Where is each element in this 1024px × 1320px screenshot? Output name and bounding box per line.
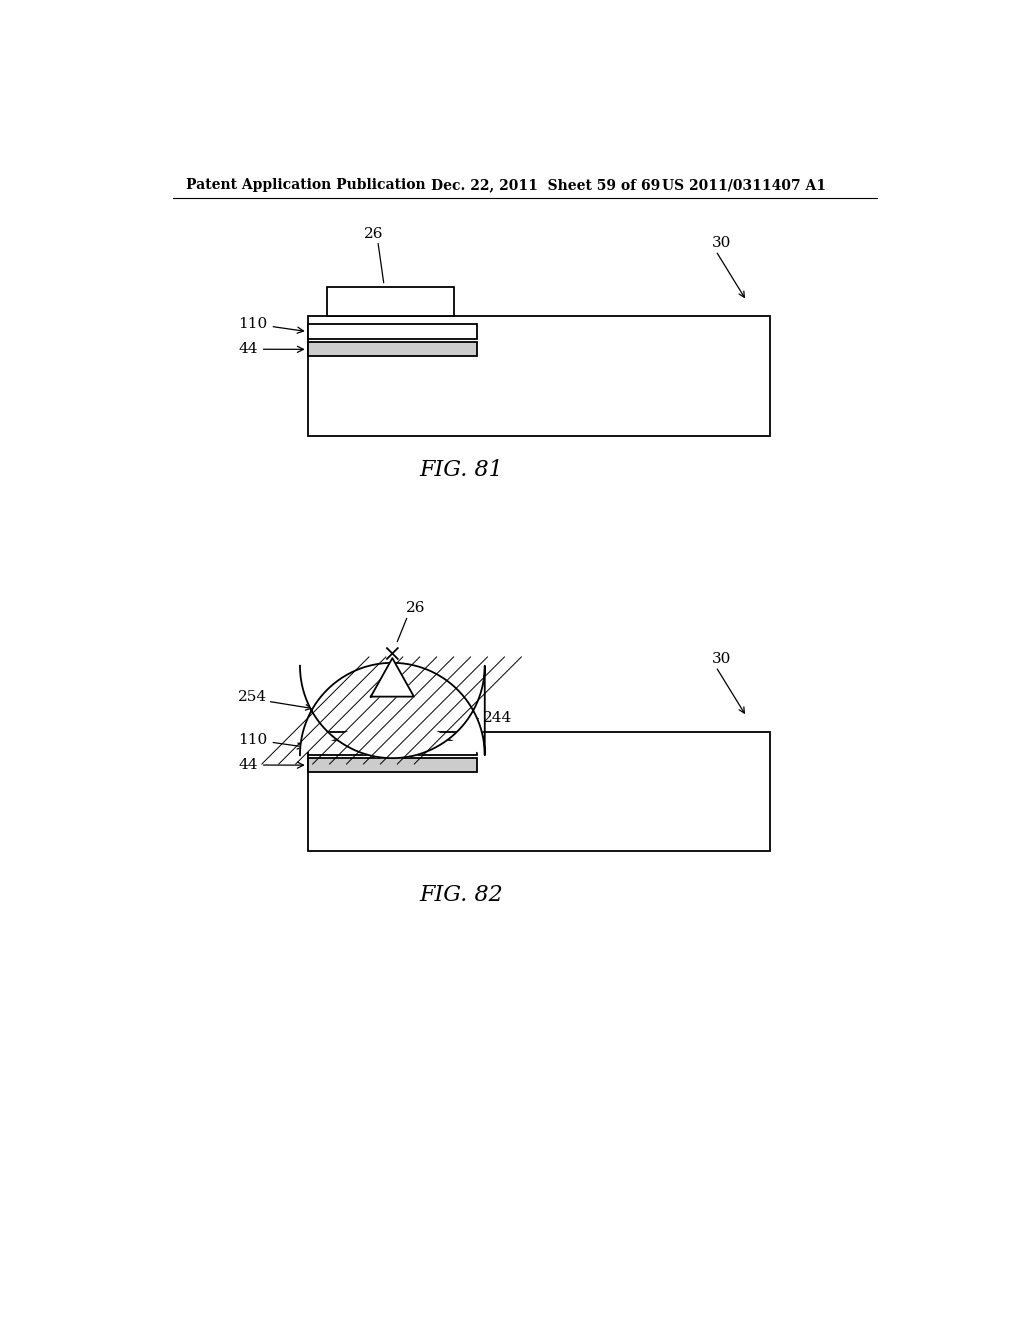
Text: 110: 110 [239, 733, 303, 748]
Text: 110: 110 [239, 317, 303, 333]
Bar [307, 317, 770, 436]
Text: 44: 44 [239, 758, 303, 772]
Bar [307, 758, 477, 772]
Polygon shape [371, 659, 414, 697]
Text: 30: 30 [712, 236, 731, 249]
Text: 26: 26 [407, 601, 426, 615]
Bar [307, 733, 770, 851]
Bar [307, 739, 477, 755]
Text: 254: 254 [239, 690, 267, 705]
Bar [307, 323, 477, 339]
Bar [307, 342, 477, 356]
Text: 244: 244 [482, 711, 512, 725]
Text: FIG. 81: FIG. 81 [420, 458, 504, 480]
Text: 30: 30 [712, 652, 731, 665]
Text: 26: 26 [365, 227, 384, 242]
Polygon shape [300, 663, 484, 758]
Text: 44: 44 [239, 342, 303, 356]
Text: Patent Application Publication: Patent Application Publication [186, 178, 426, 193]
Text: Dec. 22, 2011  Sheet 59 of 69: Dec. 22, 2011 Sheet 59 of 69 [431, 178, 660, 193]
Bar [327, 286, 454, 317]
Text: FIG. 82: FIG. 82 [420, 884, 504, 907]
Text: US 2011/0311407 A1: US 2011/0311407 A1 [662, 178, 826, 193]
